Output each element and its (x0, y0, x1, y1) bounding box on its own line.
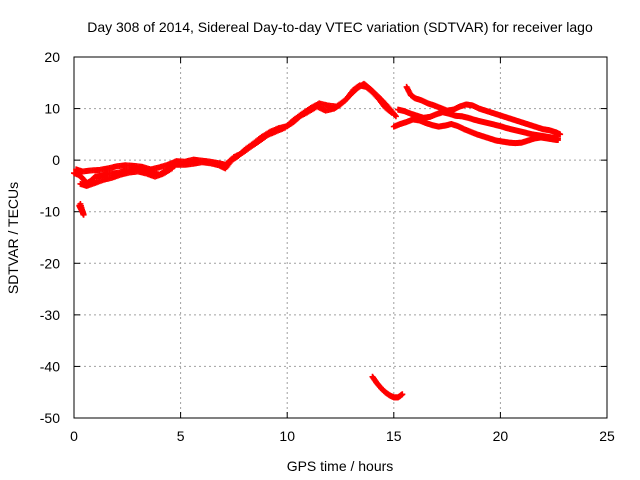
y-tick-label: 10 (44, 101, 60, 117)
plot-frame (73, 56, 608, 419)
y-tick-label: -10 (40, 204, 60, 220)
y-tick-label: -20 (40, 255, 60, 271)
grid-lines (74, 57, 607, 418)
data-point (169, 165, 176, 172)
series-dip-late (369, 373, 406, 401)
data-point (399, 391, 406, 398)
series-dip-early (76, 200, 87, 218)
x-tick-label: 5 (177, 428, 185, 444)
series-track-b (73, 80, 399, 175)
data-point (554, 137, 561, 144)
series-late-lower (390, 116, 561, 147)
y-tick-label: -40 (40, 358, 60, 374)
data-points (71, 80, 564, 401)
x-tick-label: 20 (493, 428, 509, 444)
x-tick-label: 0 (70, 428, 78, 444)
y-tick-label: 20 (44, 49, 60, 65)
data-point (392, 113, 399, 120)
y-tick-label: 0 (52, 152, 60, 168)
data-point (77, 200, 84, 207)
x-axis-label: GPS time / hours (287, 458, 394, 474)
y-axis-label: SDTVAR / TECUs (5, 182, 21, 294)
chart-title: Day 308 of 2014, Sidereal Day-to-day VTE… (87, 19, 593, 35)
series-track-c (77, 165, 176, 189)
x-tick-label: 25 (599, 428, 615, 444)
x-tick-label: 10 (279, 428, 295, 444)
y-tick-label: -50 (40, 410, 60, 426)
y-tick-label: -30 (40, 307, 60, 323)
data-point (557, 131, 564, 138)
x-tick-label: 15 (386, 428, 402, 444)
axis-ticks: 0 5 10 15 20 25 -50 -40 -30 -20 -10 0 10 20 (40, 49, 615, 444)
series-late-upper (403, 83, 564, 138)
